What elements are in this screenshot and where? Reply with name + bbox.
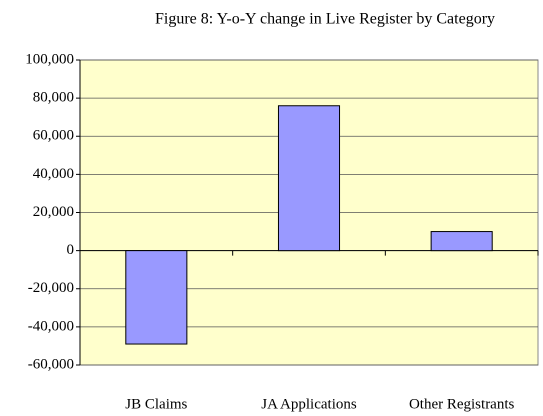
y-tick-label: 20,000 [33, 204, 74, 220]
bar [277, 105, 341, 252]
y-tick-label: 80,000 [33, 90, 74, 106]
y-tick-label: 60,000 [33, 128, 74, 144]
y-tick-label: -40,000 [28, 318, 74, 334]
y-tick-label: -20,000 [28, 280, 74, 296]
y-tick-label: 40,000 [33, 166, 74, 182]
chart-title: Figure 8: Y-o-Y change in Live Register … [155, 11, 495, 28]
bar [430, 231, 493, 252]
bar [125, 250, 188, 345]
y-tick-label: -60,000 [28, 356, 74, 372]
y-tick-label: 0 [67, 242, 75, 258]
x-tick-label: JB Claims [125, 396, 187, 412]
x-tick-label: Other Registrants [409, 396, 515, 412]
x-tick-label: JA Applications [261, 396, 357, 412]
y-tick-label: 100,000 [25, 51, 74, 67]
